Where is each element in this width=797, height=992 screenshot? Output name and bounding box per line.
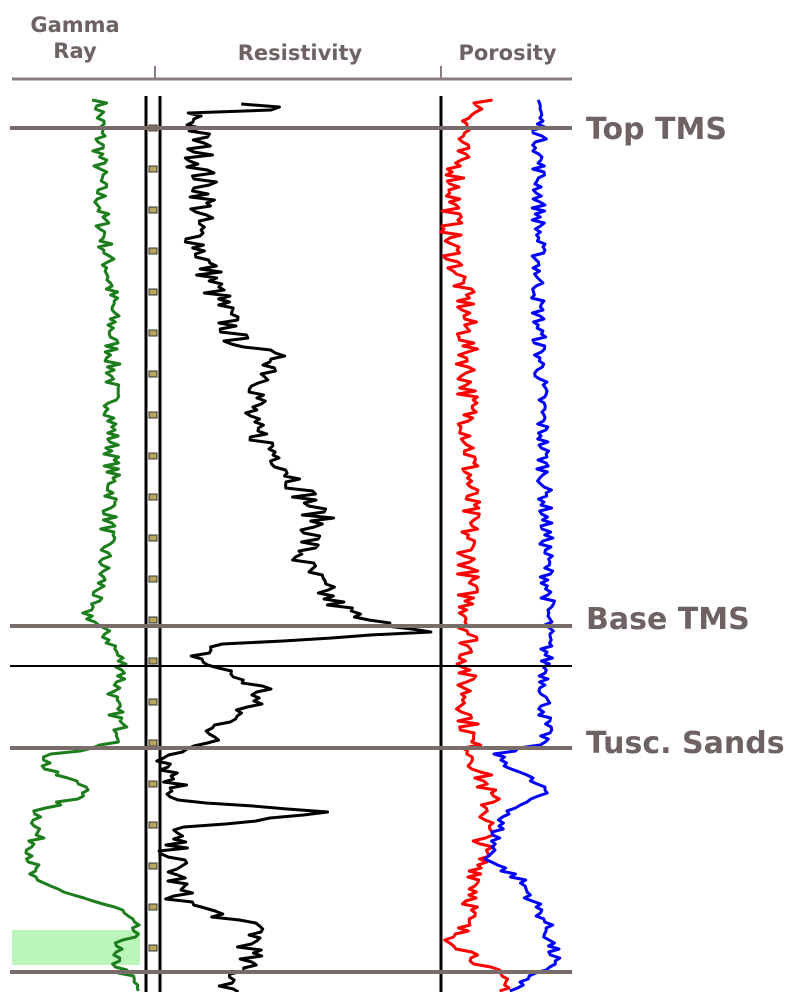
depth-tick — [148, 903, 158, 911]
depth-tick — [148, 165, 158, 173]
gamma-ray-header: Gamma Ray — [20, 12, 130, 64]
resistivity-header: Resistivity — [237, 41, 363, 65]
porosity-curve-2 — [483, 99, 562, 992]
depth-tick — [148, 657, 158, 665]
depth-tick — [148, 206, 158, 214]
depth-tick — [148, 329, 158, 337]
gamma-ray-shale-fill — [12, 930, 140, 965]
depth-tick — [148, 862, 158, 870]
depth-tick — [148, 575, 158, 583]
depth-tick — [148, 821, 158, 829]
depth-tick — [148, 493, 158, 501]
gamma-ray-curve — [24, 98, 141, 992]
depth-tick — [148, 780, 158, 788]
porosity-curve-1 — [439, 98, 511, 992]
depth-tick — [148, 411, 158, 419]
depth-tick — [148, 247, 158, 255]
depth-tick — [148, 452, 158, 460]
gamma-ray-label-line1: Gamma — [30, 13, 120, 37]
marker-label-base-tms: Base TMS — [586, 602, 750, 637]
depth-tick — [148, 616, 158, 624]
depth-tick — [148, 534, 158, 542]
gamma-ray-label-line2: Ray — [53, 39, 97, 63]
depth-tick — [148, 739, 158, 747]
depth-tick — [148, 698, 158, 706]
marker-label-tusc-sands: Tusc. Sands — [586, 726, 785, 761]
porosity-header: Porosity — [458, 41, 557, 65]
marker-label-top-tms: Top TMS — [586, 112, 727, 147]
depth-tick — [148, 288, 158, 296]
depth-tick — [148, 370, 158, 378]
depth-tick — [148, 944, 158, 952]
resistivity-curve — [155, 102, 433, 992]
